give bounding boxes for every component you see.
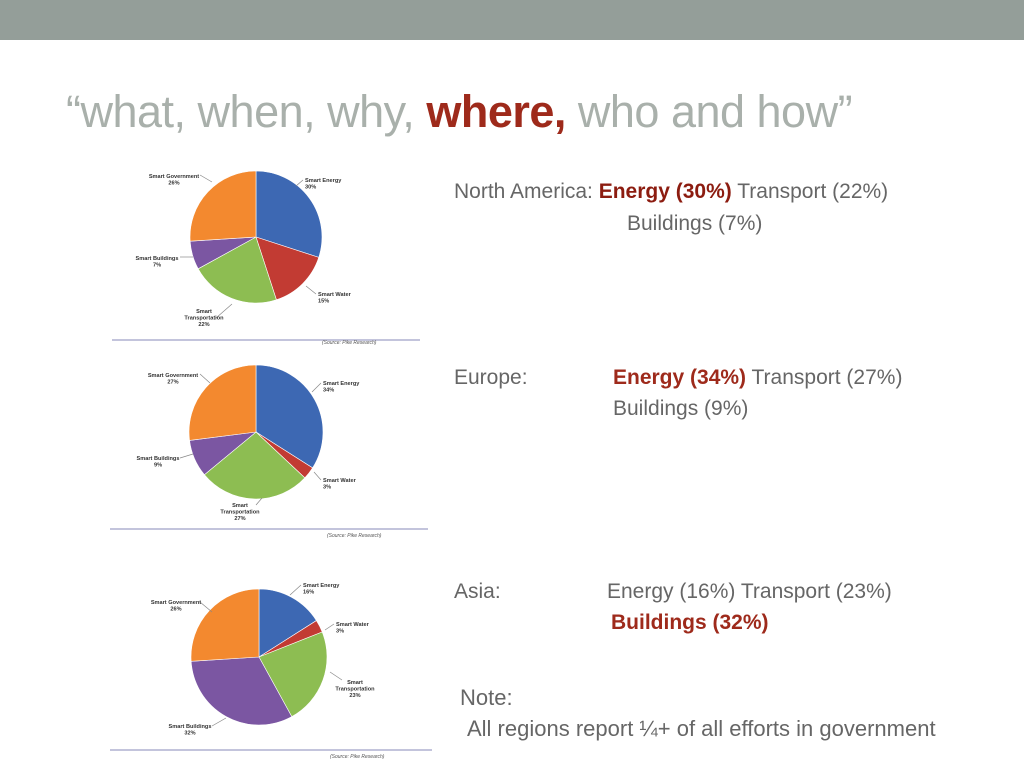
north-america-line2: Buildings (7%) [627,212,763,235]
pie-2-slice-government [188,364,257,441]
pie-2-source: (Source: Pike Research) [327,533,382,539]
north-america-rest: Transport (22%) [731,180,889,203]
north-america-name: North America: [454,180,599,203]
note-text: All regions report ¼+ of all efforts in … [467,716,936,741]
pie-2-leader-government [199,373,211,384]
pie-3-leader-water [324,623,335,631]
europe-rest: Transport (27%) [746,366,903,389]
pie-2-label-water-line: 3% [323,485,331,491]
pie-3-leader-transportation [329,671,343,681]
pie-3-label-government: Smart Government 26% [151,600,201,613]
pie-2-leader-water [313,471,322,481]
pie-3-slice-government [190,588,260,662]
note-label: Note: [460,685,513,710]
pie-2-label-buildings-line: 9% [154,463,162,469]
pie-1-label-buildings-line: Smart Buildings [136,256,179,262]
pie-1-label-buildings: Smart Buildings 7% [136,256,179,269]
pie-3-label-water-line: Smart Water [336,622,370,628]
pie-1-label-water: Smart Water 15% [318,292,352,305]
top-banner [0,0,1024,40]
pie-2-label-energy: Smart Energy 34% [323,381,360,394]
europe-highlight: Energy (34%) [613,366,747,389]
pie-3-label-energy-line: 16% [303,590,314,596]
pie-3-label-energy: Smart Energy 16% [303,583,340,596]
pie-3-label-transportation-line: Smart [347,680,363,686]
pie-1-label-water-line: Smart Water [318,292,352,298]
title-part2: who and how” [565,86,853,137]
asia-highlight: Buildings (32%) [611,611,769,634]
pie-3-leader-energy [289,584,302,596]
north-america-highlight: Energy (30%) [598,180,732,203]
pie-1-source: (Source: Pike Research) [322,340,377,346]
pie-1-label-government: Smart Government 26% [149,174,199,187]
pie-1-leader-transportation [215,303,233,319]
pie-1-label-transportation-line: Smart [196,309,212,315]
europe-line2: Buildings (9%) [613,397,749,420]
pie-1-label-energy-line: Smart Energy [305,178,342,184]
pie-3-label-transportation-line: Transportation [335,687,375,693]
pie-2-label-energy-line: Smart Energy [323,381,360,387]
asia-name: Asia: [454,580,501,603]
pie-3-leader-buildings [211,717,227,727]
pie-1-label-government-line: 26% [168,181,179,187]
pie-2-label-water-line: Smart Water [323,478,357,484]
pie-3-slice-buildings [190,656,293,726]
pie-3-label-buildings-line: 32% [184,731,195,737]
pie-2-label-transportation-line: Transportation [220,510,260,516]
pie-1-label-water-line: 15% [318,299,329,305]
pie-3-label-water-line: 3% [336,629,344,635]
pie-3-label-energy-line: Smart Energy [303,583,340,589]
pie-3-label-buildings: Smart Buildings 32% [169,724,212,737]
slide-title: “what, when, why, where, who and how” [66,86,853,138]
pie-2-label-buildings: Smart Buildings 9% [137,456,180,469]
pie-3-label-government-line: Smart Government [151,600,201,606]
pie-2-label-government: Smart Government 27% [148,373,198,386]
pie-1-leader-water [305,285,317,295]
pie-2-label-transportation: Smart Transportation 27% [220,503,260,522]
pie-2-label-transportation-line: Smart [232,503,248,509]
pie-3-label-water: Smart Water 3% [336,622,370,635]
pie-1-slice-government [189,170,257,242]
pie-3-label-buildings-line: Smart Buildings [169,724,212,730]
pie-2-label-government-line: Smart Government [148,373,198,379]
pie-3-leader-government [199,601,213,613]
pie-1-label-transportation: Smart Transportation 22% [184,309,224,328]
pie-1-leader-energy [295,179,304,187]
pie-1-slice-transportation [197,236,277,304]
pie-2-leader-energy [311,382,322,393]
pie-2-label-water: Smart Water 3% [323,478,357,491]
pie-2-label-transportation-line: 27% [234,516,245,522]
pie-3-source: (Source: Pike Research) [330,754,385,760]
pie-1-label-energy-line: 30% [305,185,316,191]
pie-1-label-transportation-line: Transportation [184,316,224,322]
pie-1-slice-energy [255,170,323,258]
pie-3-slice-energy [258,588,317,658]
pie-2-slice-energy [255,364,324,469]
pie-2-leader-buildings [179,453,194,459]
north-america-line1: North America: Energy (30%) Transport (2… [454,180,888,204]
pie-2-label-energy-line: 34% [323,388,334,394]
pie-3-slice-transportation [258,631,328,717]
title-part1: “what, when, why, [66,86,427,137]
pie-1-label-energy: Smart Energy 30% [305,178,342,191]
pie-2-label-government-line: 27% [167,380,178,386]
pie-3-label-transportation: Smart Transportation 23% [335,680,375,699]
title-highlight: where, [426,86,566,137]
pie-1-slice-water [255,236,320,301]
pie-3-label-government-line: 26% [170,607,181,613]
pie-1-label-transportation-line: 22% [198,322,209,328]
pie-1-label-government-line: Smart Government [149,174,199,180]
pie-2-label-buildings-line: Smart Buildings [137,456,180,462]
asia-line1: Energy (16%) Transport (23%) [607,580,892,603]
pie-2-leader-transportation [255,497,263,506]
pie-3-label-transportation-line: 23% [349,693,360,699]
pie-2-slice-transportation [203,431,306,500]
europe-line1: Energy (34%) Transport (27%) [613,366,902,390]
pie-1-label-buildings-line: 7% [153,263,161,269]
europe-name: Europe: [454,366,528,389]
pie-1-leader-government [199,174,213,183]
